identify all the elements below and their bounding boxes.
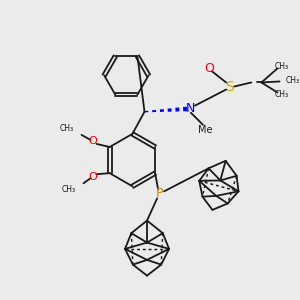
Text: O: O [88, 172, 97, 182]
Text: CH₃: CH₃ [286, 76, 300, 85]
Text: Me: Me [198, 125, 212, 135]
Text: O: O [88, 136, 97, 146]
Text: CH₃: CH₃ [274, 90, 289, 99]
Text: CH₃: CH₃ [61, 185, 75, 194]
Text: N: N [186, 102, 196, 115]
Text: P: P [155, 187, 163, 200]
Text: CH₃: CH₃ [274, 62, 289, 71]
Text: CH₃: CH₃ [59, 124, 74, 133]
Text: O: O [204, 62, 214, 75]
Text: S: S [225, 80, 233, 94]
